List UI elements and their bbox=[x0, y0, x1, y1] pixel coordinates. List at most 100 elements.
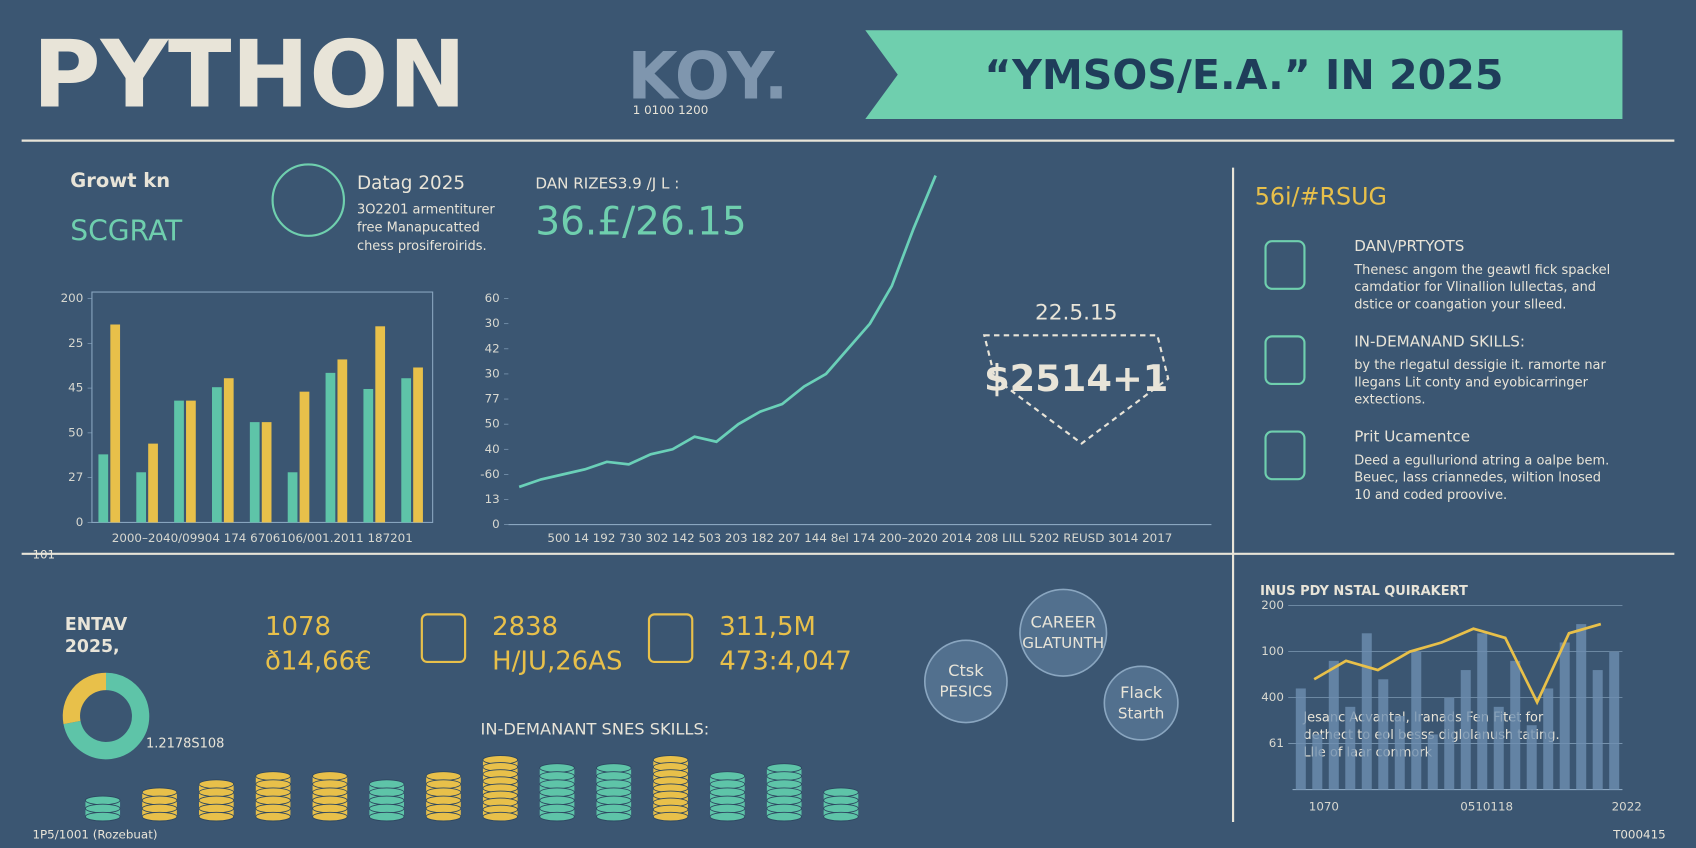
donut-slice bbox=[63, 672, 150, 760]
y-tick-label: 50 bbox=[68, 425, 83, 439]
coin-edge bbox=[255, 787, 291, 798]
coin-edge bbox=[255, 803, 291, 814]
badge-main: $2514+1 bbox=[984, 357, 1168, 400]
coin-edge bbox=[766, 795, 802, 806]
y-tick-label: 77 bbox=[485, 392, 500, 406]
footer: 1P5/1001 (Rozebuat) bbox=[32, 828, 157, 842]
panel-title: 56i/#RSUG bbox=[1255, 182, 1387, 210]
coin-edge bbox=[596, 763, 632, 773]
badge-top: 22.5.15 bbox=[1035, 301, 1118, 326]
icon bbox=[1264, 430, 1306, 481]
y-tick-label: 0 bbox=[76, 515, 84, 529]
logo-sub: 1 0100 1200 bbox=[633, 103, 709, 117]
item-line: dstice or coangation your slleed. bbox=[1354, 298, 1566, 313]
bar bbox=[287, 472, 298, 523]
coin-edge bbox=[85, 795, 121, 806]
plot-frame bbox=[91, 291, 434, 523]
footer: T000415 bbox=[1612, 828, 1666, 842]
bar bbox=[261, 422, 272, 523]
x-tick-label: 2022 bbox=[1612, 799, 1642, 813]
icon bbox=[1264, 335, 1306, 386]
coin-stack bbox=[766, 763, 802, 822]
chart-title: INUS PDY NSTAL QUIRAKERT bbox=[1260, 584, 1468, 599]
coin-edge bbox=[482, 811, 518, 822]
coin-edge bbox=[368, 811, 405, 822]
coin-edge bbox=[198, 803, 235, 814]
coin-stack bbox=[539, 763, 575, 822]
coin-edge bbox=[141, 795, 178, 806]
x-tick-label: 1070 bbox=[1309, 799, 1339, 813]
stat-value: 311,5M bbox=[719, 612, 816, 642]
coin-edge bbox=[312, 795, 348, 806]
coin-stack bbox=[368, 779, 405, 822]
coin-edge bbox=[766, 763, 802, 773]
coin-edge bbox=[198, 787, 235, 798]
stat-value: 36.£/26.15 bbox=[535, 199, 746, 244]
bar bbox=[413, 367, 423, 523]
bar bbox=[98, 454, 109, 523]
datag-line: free Manapucatted bbox=[357, 221, 480, 236]
coin-edge bbox=[596, 787, 632, 798]
coin-edge bbox=[425, 787, 462, 798]
bar bbox=[375, 326, 386, 523]
datag-title: Datag 2025 bbox=[357, 173, 465, 194]
coin-edge bbox=[539, 787, 575, 798]
coin-stack bbox=[85, 795, 121, 822]
bar bbox=[212, 387, 222, 523]
coin-edge bbox=[596, 779, 632, 789]
bar bbox=[1328, 660, 1339, 790]
bar bbox=[325, 372, 336, 523]
coin-edge bbox=[652, 811, 689, 822]
y-tick-label: 45 bbox=[68, 381, 83, 395]
coin-stack bbox=[596, 763, 632, 822]
y-tick-label: 40 bbox=[485, 442, 500, 456]
bar bbox=[401, 378, 412, 523]
coin-edge bbox=[539, 803, 575, 814]
bar bbox=[1559, 642, 1570, 790]
coin-edge bbox=[596, 795, 632, 806]
y-tick-label: 200 bbox=[1261, 598, 1284, 612]
bar bbox=[1477, 633, 1488, 790]
panel-title: ENTAV bbox=[65, 615, 128, 635]
bar bbox=[1295, 688, 1306, 790]
icon bbox=[647, 613, 694, 664]
coin-edge bbox=[766, 779, 802, 789]
coin-edge bbox=[766, 811, 802, 822]
bubble bbox=[1103, 665, 1179, 741]
item-line: by the rlegatul dessigie it. ramorte nar bbox=[1354, 358, 1606, 373]
y-tick-label: 0 bbox=[492, 517, 500, 531]
coin-edge bbox=[425, 811, 462, 822]
y-tick-label: 13 bbox=[485, 492, 500, 506]
coin-edge bbox=[766, 771, 802, 781]
y-tick-label: 400 bbox=[1261, 690, 1284, 704]
stat-value: 473:4,047 bbox=[719, 646, 852, 676]
bar bbox=[1460, 670, 1471, 790]
donut-slice bbox=[62, 672, 107, 725]
bar bbox=[174, 400, 184, 523]
coin-edge bbox=[312, 779, 348, 789]
bar bbox=[299, 391, 310, 523]
coin-edge bbox=[198, 779, 235, 789]
y-tick-label: 50 bbox=[485, 417, 500, 431]
coin-stack bbox=[823, 787, 859, 822]
x-axis-label: 2000–2040/09904 174 6706106/001.2011 187… bbox=[112, 531, 413, 545]
coin-edge bbox=[255, 795, 291, 806]
y-tick-label: 27 bbox=[68, 470, 83, 484]
coin-stack bbox=[141, 787, 178, 822]
bar bbox=[110, 324, 121, 523]
coin-edge bbox=[539, 811, 575, 822]
coin-edge bbox=[596, 771, 632, 781]
coin-edge bbox=[425, 779, 462, 789]
bubble-text: Flack bbox=[1120, 683, 1163, 702]
coin-edge bbox=[709, 779, 746, 789]
coin-edge bbox=[85, 811, 121, 822]
coin-edge bbox=[596, 811, 632, 822]
y-tick-label: 42 bbox=[485, 341, 500, 355]
bar bbox=[363, 388, 374, 523]
coin-edge bbox=[312, 787, 348, 798]
item-line: 10 and coded proovive. bbox=[1354, 488, 1507, 503]
bar bbox=[1345, 706, 1356, 790]
item-title: IN-DEMANAND SKILLS: bbox=[1354, 332, 1525, 350]
bar bbox=[1526, 725, 1537, 790]
